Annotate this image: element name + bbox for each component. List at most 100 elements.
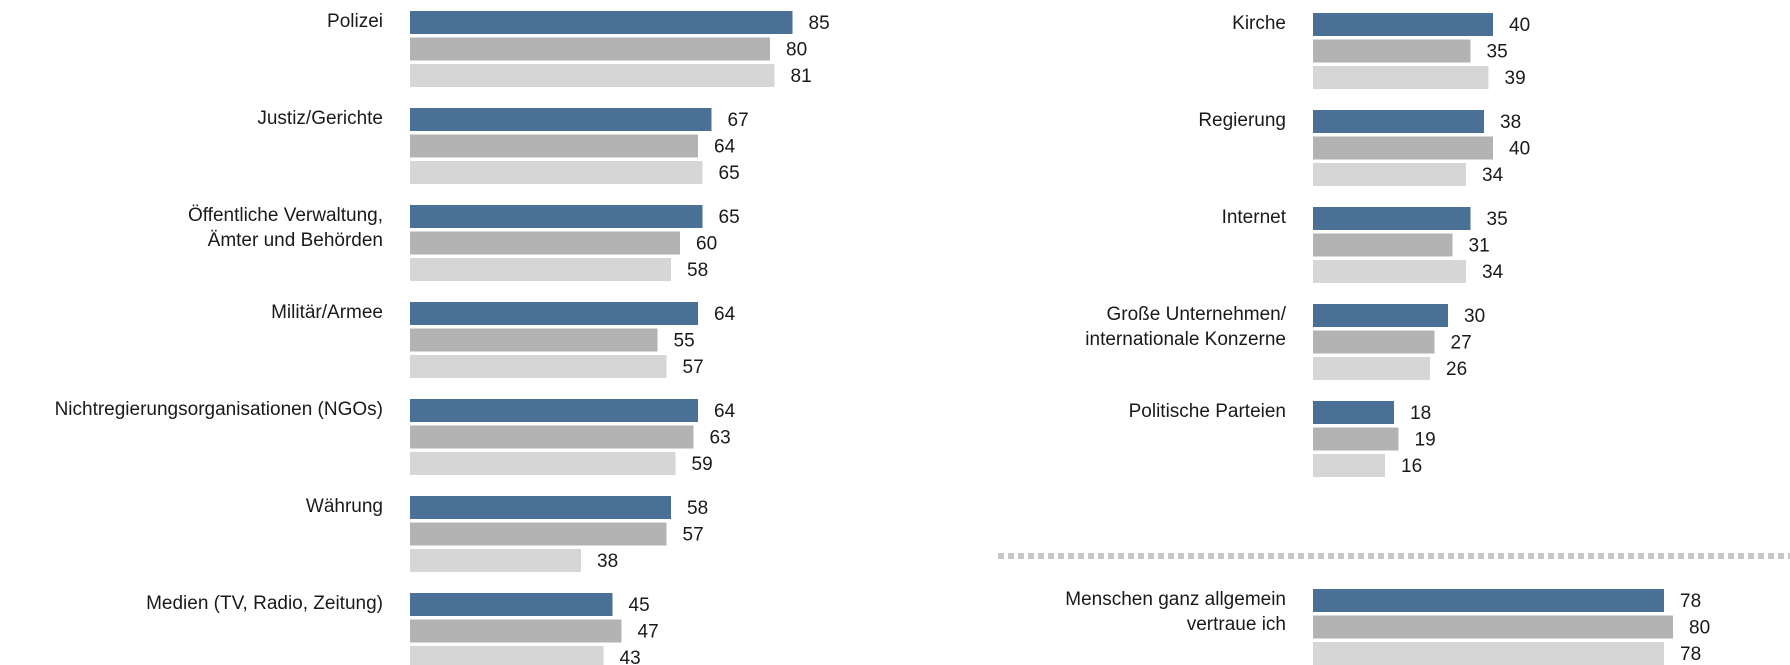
bar: [410, 593, 613, 616]
category-label: Kirche: [1232, 13, 1286, 34]
category-label-line: Ämter und Behörden: [208, 230, 383, 251]
category-label: Polizei: [327, 11, 383, 32]
value-label: 64: [714, 401, 736, 422]
value-label: 80: [786, 40, 807, 61]
value-label: 35: [1487, 42, 1508, 63]
category-label: Währung: [306, 496, 383, 517]
value-label: 45: [629, 595, 650, 616]
value-label: 35: [1487, 209, 1508, 230]
bar: [410, 619, 622, 643]
bar: [410, 399, 698, 422]
bar: [410, 646, 604, 665]
value-label: 38: [597, 551, 618, 572]
bar: [1313, 615, 1673, 639]
category-label-line: Politische Parteien: [1129, 401, 1286, 422]
bar: [410, 355, 667, 378]
bar: [1313, 136, 1493, 160]
category-label-line: Internet: [1222, 207, 1287, 228]
category-label: Große Unternehmen/internationale Konzern…: [1085, 304, 1286, 350]
value-label: 65: [719, 207, 740, 228]
bar: [1313, 13, 1493, 36]
chart-panel-right-bottom: Menschen ganz allgemein vertraue ich 78 80 7…: [1065, 589, 1710, 665]
bar: [1313, 357, 1430, 380]
value-label: 81: [791, 66, 812, 87]
category-label-line: internationale Konzerne: [1085, 329, 1286, 350]
bar: [410, 37, 770, 61]
bar: [410, 425, 694, 449]
category-label: Medien (TV, Radio, Zeitung): [146, 593, 383, 614]
value-label: 38: [1500, 112, 1521, 133]
value-label: 31: [1469, 236, 1490, 257]
value-label: 43: [620, 648, 641, 665]
category-label-line: Währung: [306, 496, 383, 517]
bar: [1313, 330, 1435, 354]
value-label: 26: [1446, 359, 1467, 380]
category-label: Internet: [1222, 207, 1287, 228]
value-label: 58: [687, 260, 708, 281]
value-label: 34: [1482, 262, 1504, 283]
category-label-line: Nichtregierungsorganisationen (NGOs): [55, 399, 383, 420]
category-label: Öffentliche Verwaltung, Ämter und Behörde…: [188, 205, 383, 251]
bar: [1313, 110, 1484, 133]
category-label: Militär/Armee: [271, 302, 383, 323]
category-label-line: Militär/Armee: [271, 302, 383, 323]
bar: [1313, 260, 1466, 283]
value-label: 64: [714, 304, 736, 325]
value-label: 55: [674, 331, 695, 352]
value-label: 18: [1410, 403, 1431, 424]
value-label: 78: [1680, 644, 1701, 665]
value-label: 58: [687, 498, 708, 519]
value-label: 59: [692, 454, 713, 475]
bar: [410, 496, 671, 519]
value-label: 40: [1509, 15, 1530, 36]
value-label: 34: [1482, 165, 1504, 186]
category-label-line: Menschen ganz allgemein: [1065, 589, 1286, 610]
category-label: Nichtregierungsorganisationen (NGOs): [55, 399, 383, 420]
bar: [410, 64, 775, 87]
value-label: 39: [1505, 68, 1526, 89]
bar: [1313, 304, 1448, 327]
bar: [410, 522, 667, 546]
bar: [410, 161, 703, 184]
bar: [410, 134, 698, 158]
bar: [1313, 454, 1385, 477]
value-label: 85: [809, 13, 830, 34]
category-label: Regierung: [1198, 110, 1286, 131]
category-label-line: Große Unternehmen/: [1106, 304, 1286, 325]
value-label: 27: [1451, 333, 1472, 354]
bar: [410, 328, 658, 352]
value-label: 57: [683, 525, 704, 546]
bar: [1313, 401, 1394, 424]
bar: [1313, 66, 1489, 89]
value-label: 64: [714, 137, 736, 158]
bar: [410, 258, 671, 281]
value-label: 40: [1509, 139, 1530, 160]
value-label: 60: [696, 234, 717, 255]
bar: [1313, 427, 1399, 451]
bar: [410, 549, 581, 572]
bar: [410, 11, 793, 34]
value-label: 30: [1464, 306, 1485, 327]
category-label-line: Justiz/Gerichte: [257, 108, 383, 129]
bar: [410, 205, 703, 228]
bar: [1313, 233, 1453, 257]
category-label-line: Regierung: [1198, 110, 1286, 131]
value-label: 16: [1401, 456, 1422, 477]
bar: [1313, 589, 1664, 612]
bar: [410, 452, 676, 475]
bar: [410, 302, 698, 325]
category-label-line: Öffentliche Verwaltung,: [188, 205, 383, 226]
category-label-line: Medien (TV, Radio, Zeitung): [146, 593, 383, 614]
value-label: 65: [719, 163, 740, 184]
bar: [410, 231, 680, 255]
category-label: Menschen ganz allgemein vertraue ich: [1065, 589, 1286, 635]
bar: [410, 108, 712, 131]
category-label-line: Polizei: [327, 11, 383, 32]
bar: [1313, 163, 1466, 186]
value-label: 47: [638, 622, 659, 643]
value-label: 63: [710, 428, 731, 449]
value-label: 78: [1680, 591, 1701, 612]
